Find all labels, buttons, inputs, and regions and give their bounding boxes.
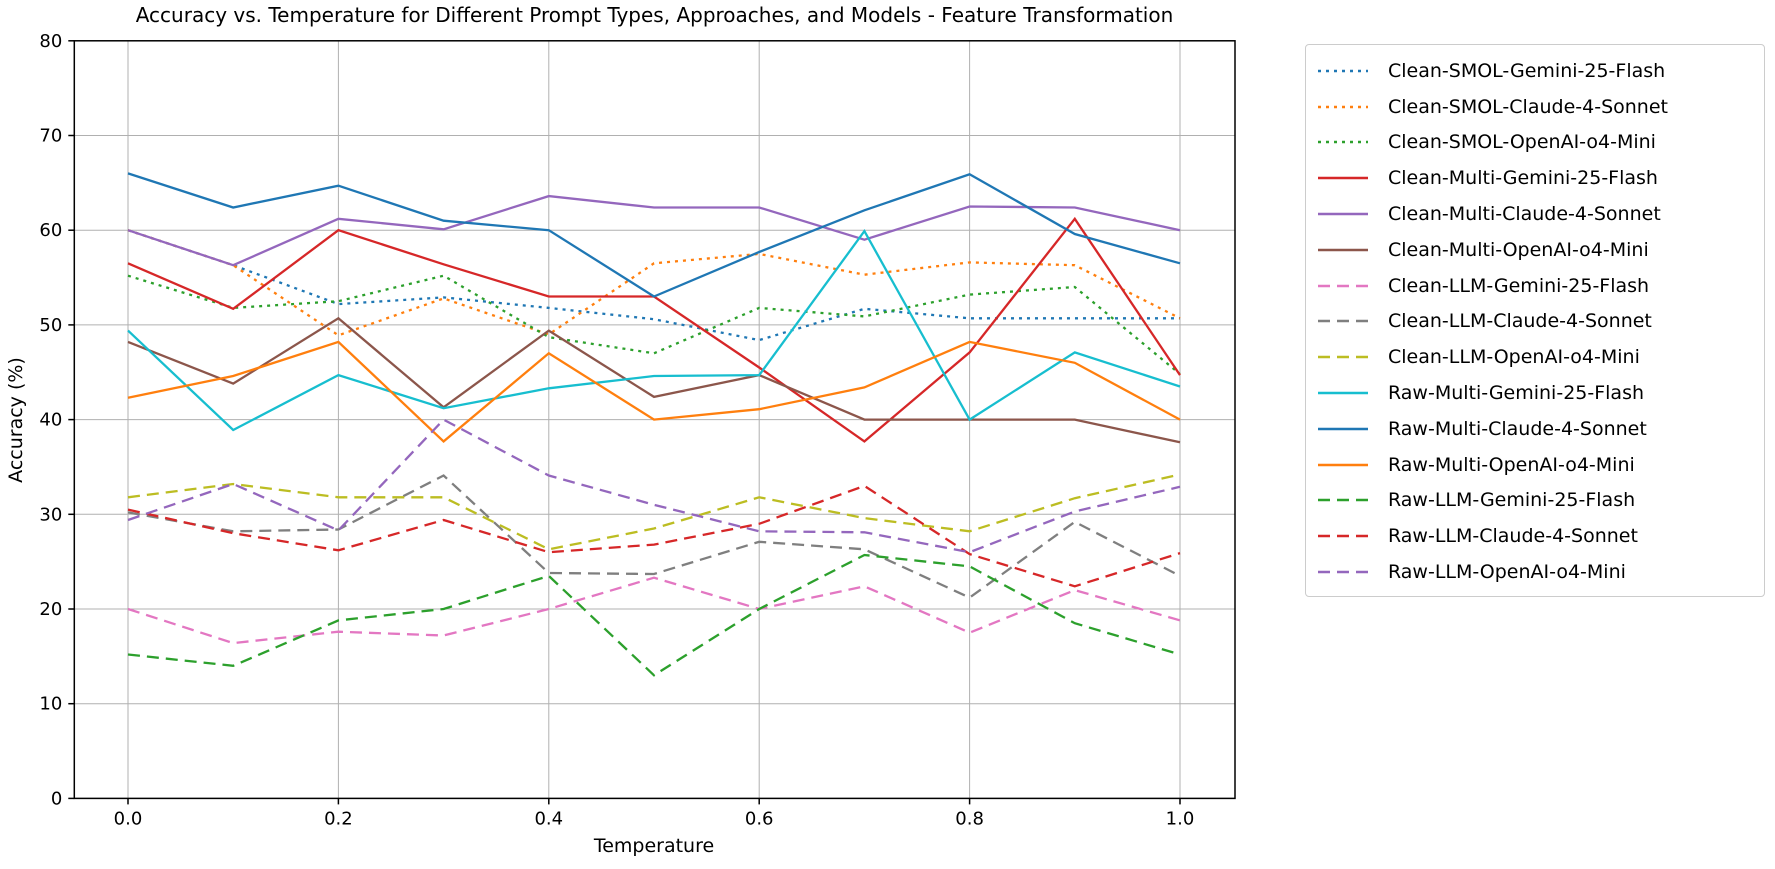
legend-item: Raw-LLM-Claude-4-Sonnet <box>1318 519 1754 553</box>
x-tick-label: 0.2 <box>324 808 353 829</box>
legend-item: Clean-Multi-OpenAI-o4-Mini <box>1318 233 1754 267</box>
legend-item: Clean-Multi-Claude-4-Sonnet <box>1318 197 1754 231</box>
series-line-raw-llm-gemini-25-flash <box>127 553 1181 677</box>
legend-item: Clean-Multi-Gemini-25-Flash <box>1318 161 1754 195</box>
x-tick-label: 0.8 <box>955 808 984 829</box>
legend-item-label: Clean-LLM-OpenAI-o4-Mini <box>1388 346 1640 369</box>
legend-item-label: Clean-LLM-Claude-4-Sonnet <box>1388 310 1652 333</box>
legend-line-sample <box>1318 320 1368 323</box>
y-tick-label: 0 <box>51 788 62 809</box>
legend-line-sample <box>1318 463 1368 466</box>
legend: Clean-SMOL-Gemini-25-Flash Clean-SMOL-Cla… <box>1305 44 1765 597</box>
series-layer <box>127 172 1181 677</box>
legend-item: Clean-SMOL-OpenAI-o4-Mini <box>1318 125 1754 159</box>
legend-item-label: Clean-Multi-Gemini-25-Flash <box>1388 167 1658 190</box>
y-tick-label: 10 <box>39 694 62 715</box>
legend-line-sample <box>1318 570 1368 574</box>
series-line-clean-llm-gemini-25-flash <box>127 576 1181 645</box>
legend-line-sample <box>1318 176 1368 180</box>
legend-line-sample <box>1318 284 1368 287</box>
series-line-raw-multi-gemini-25-flash <box>127 228 1181 432</box>
legend-item: Clean-LLM-OpenAI-o4-Mini <box>1318 340 1754 374</box>
legend-item: Raw-LLM-OpenAI-o4-Mini <box>1318 555 1754 589</box>
legend-item: Clean-SMOL-Gemini-25-Flash <box>1318 54 1754 88</box>
legend-item-label: Raw-LLM-Claude-4-Sonnet <box>1388 525 1638 548</box>
series-line-clean-smol-openai-o4-mini <box>127 274 1181 375</box>
series-line-clean-llm-openai-o4-mini <box>127 473 1181 551</box>
legend-item: Raw-Multi-Gemini-25-Flash <box>1318 376 1754 410</box>
series-line-raw-llm-openai-o4-mini <box>127 418 1181 554</box>
legend-item: Raw-Multi-Claude-4-Sonnet <box>1318 412 1754 446</box>
legend-item: Clean-LLM-Claude-4-Sonnet <box>1318 304 1754 338</box>
y-tick-label: 50 <box>39 315 62 336</box>
legend-item-label: Raw-Multi-OpenAI-o4-Mini <box>1388 453 1635 476</box>
series-line-clean-smol-gemini-25-flash <box>127 229 1180 342</box>
legend-line-sample <box>1318 212 1368 216</box>
axes-layer: 0.0 0.2 0.4 0.6 0.8 1.0 0 10 20 30 40 50 60 70 80 <box>39 31 1236 829</box>
legend-item-label: Raw-Multi-Claude-4-Sonnet <box>1388 417 1647 440</box>
legend-line-sample <box>1318 427 1368 431</box>
legend-item-label: Clean-Multi-Claude-4-Sonnet <box>1388 203 1661 226</box>
legend-item-label: Raw-LLM-Gemini-25-Flash <box>1388 489 1636 512</box>
x-tick-label: 1.0 <box>1166 808 1195 829</box>
legend-item-label: Raw-Multi-Gemini-25-Flash <box>1388 382 1645 405</box>
series-line-clean-llm-claude-4-sonnet <box>127 474 1181 599</box>
series-line-raw-llm-claude-4-sonnet <box>127 484 1181 588</box>
legend-line-sample <box>1318 499 1368 502</box>
legend-item-label: Clean-SMOL-Claude-4-Sonnet <box>1388 95 1668 118</box>
series-line-raw-multi-openai-o4-mini <box>127 340 1181 443</box>
legend-line-sample <box>1318 141 1368 144</box>
legend-item: Clean-LLM-Gemini-25-Flash <box>1318 269 1754 303</box>
legend-line-sample <box>1318 534 1368 538</box>
chart-title: Accuracy vs. Temperature for Different P… <box>135 3 1174 27</box>
series-line-clean-multi-gemini-25-flash <box>127 216 1181 443</box>
y-tick-label: 70 <box>39 126 62 147</box>
series-line-clean-multi-claude-4-sonnet <box>127 194 1181 267</box>
y-tick-label: 80 <box>39 31 62 52</box>
y-tick-label: 60 <box>39 220 62 241</box>
y-axis-title: Accuracy (%) <box>5 357 27 483</box>
legend-item: Raw-LLM-Gemini-25-Flash <box>1318 483 1754 517</box>
legend-item-label: Clean-LLM-Gemini-25-Flash <box>1388 274 1650 297</box>
x-tick-label: 0.6 <box>745 808 774 829</box>
legend-item-label: Raw-LLM-OpenAI-o4-Mini <box>1388 561 1626 584</box>
legend-line-sample <box>1318 105 1368 108</box>
series-line-clean-smol-claude-4-sonnet <box>127 229 1181 337</box>
y-tick-label: 30 <box>39 504 62 525</box>
legend-item: Raw-Multi-OpenAI-o4-Mini <box>1318 448 1754 482</box>
y-tick-label: 40 <box>39 410 62 431</box>
x-tick-label: 0.4 <box>534 808 563 829</box>
x-tick-label: 0.0 <box>114 808 143 829</box>
series-line-raw-multi-claude-4-sonnet <box>127 172 1181 298</box>
y-tick-label: 20 <box>39 599 62 620</box>
legend-item: Clean-SMOL-Claude-4-Sonnet <box>1318 90 1754 124</box>
legend-line-sample <box>1318 355 1368 359</box>
x-axis-title: Temperature <box>593 835 714 857</box>
legend-line-sample <box>1318 391 1368 395</box>
series-line-clean-multi-openai-o4-mini <box>127 316 1181 444</box>
legend-line-sample <box>1318 248 1368 252</box>
legend-item-label: Clean-SMOL-Gemini-25-Flash <box>1388 59 1666 82</box>
legend-item-label: Clean-Multi-OpenAI-o4-Mini <box>1388 238 1649 261</box>
legend-line-sample <box>1318 69 1368 73</box>
legend-item-label: Clean-SMOL-OpenAI-o4-Mini <box>1388 131 1656 154</box>
